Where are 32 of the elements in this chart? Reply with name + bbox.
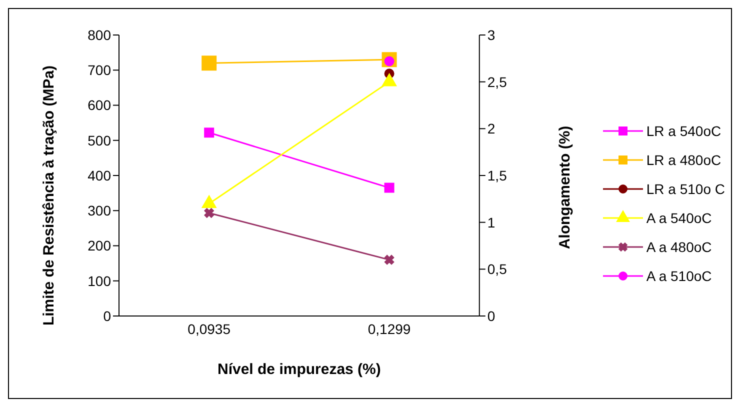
y2-tick-label: 0 — [487, 308, 496, 324]
y-tick-label: 0 — [103, 308, 112, 324]
y2-axis-title: Alongamento (%) — [556, 124, 574, 252]
point — [384, 254, 394, 265]
y2-tick-label: 1 — [487, 214, 496, 230]
y-tick-label: 700 — [88, 62, 112, 78]
x-tick-label: 0,0935 — [188, 320, 231, 337]
x-axis-title: Nível de impurezas (%) — [218, 361, 381, 378]
y2-tick-label: 2 — [487, 120, 496, 137]
y-tick-label: 400 — [88, 167, 112, 184]
y-axis-title: Limite de Resistência à tração (MPa) — [40, 64, 58, 328]
x-tick-label: 0,1299 — [368, 320, 411, 337]
point — [204, 208, 214, 218]
y-tick-label: 100 — [88, 272, 112, 289]
legend-label: LR a 540oC — [646, 123, 722, 139]
y2-tick-label: 0,5 — [487, 261, 508, 278]
point — [384, 182, 394, 193]
legend-label: A a 540oC — [646, 210, 712, 226]
legend-label: A a 480oC — [646, 239, 712, 255]
y2-tick-label: 2,5 — [487, 74, 508, 90]
y-tick-label: 200 — [88, 238, 112, 254]
legend-label: A a 510oC — [646, 268, 712, 284]
y-tick-label: 600 — [88, 97, 112, 114]
y2-tick-label: 1,5 — [487, 167, 508, 184]
point — [204, 128, 214, 138]
y2-tick-label: 3 — [487, 26, 496, 43]
legend-label: LR a 510o C — [646, 181, 725, 197]
y-tick-label: 800 — [88, 26, 112, 43]
y-tick-label: 300 — [88, 202, 112, 219]
point — [202, 56, 217, 71]
legend-label: LR a 480oC — [646, 152, 722, 168]
y-tick-label: 500 — [88, 132, 112, 148]
